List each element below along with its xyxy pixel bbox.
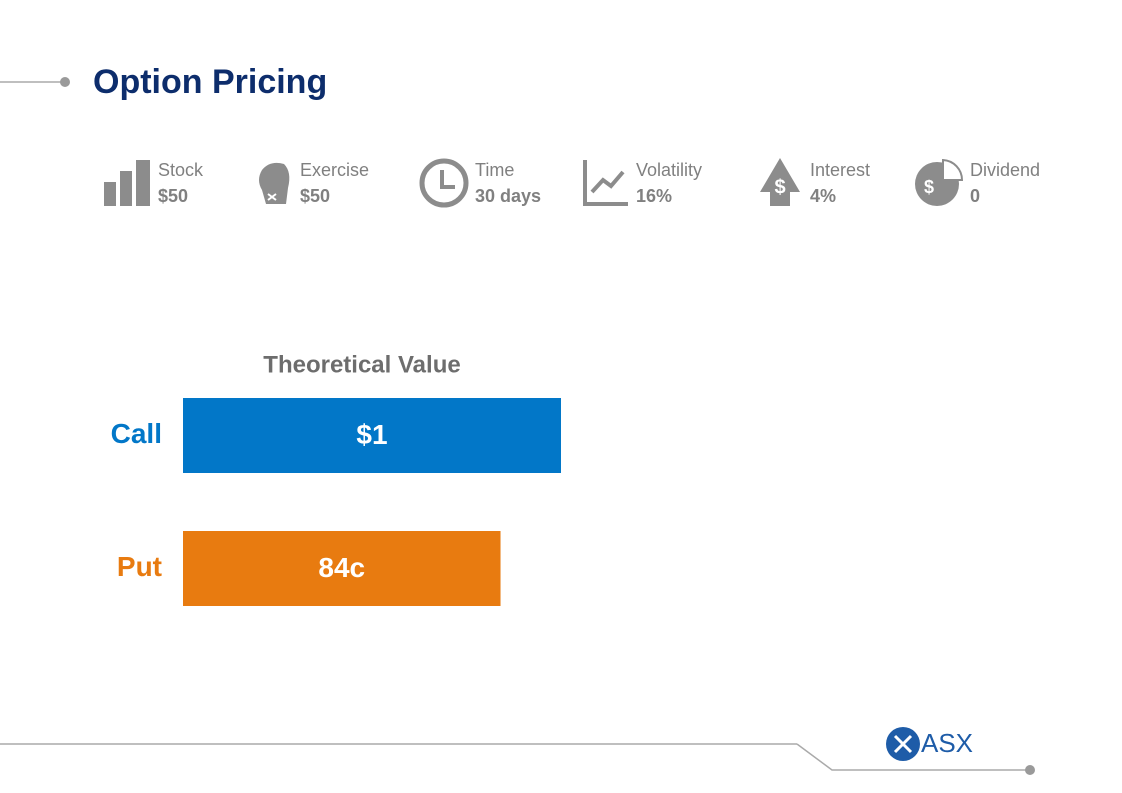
bar [183, 531, 501, 606]
logo-text: ASX [921, 728, 973, 758]
parameter-label: Volatility [636, 160, 702, 180]
parameter-label: Time [475, 160, 514, 180]
value-label: $1 [356, 419, 387, 450]
volatility-icon [583, 160, 628, 206]
svg-text:$: $ [774, 176, 785, 198]
bar [183, 398, 561, 473]
parameter-value: $50 [300, 186, 330, 206]
time-icon [419, 158, 469, 208]
parameter-value: 0 [970, 186, 980, 206]
slide-title: Option Pricing [93, 63, 327, 101]
chart-title: Theoretical Value [263, 351, 460, 378]
parameter-value: 30 days [475, 186, 541, 206]
exercise-icon [259, 162, 290, 204]
parameter-label: Exercise [300, 160, 369, 180]
logo-cross [893, 734, 913, 754]
parameter-label: Dividend [970, 160, 1040, 180]
parameter-label: Stock [158, 160, 204, 180]
footer-line [796, 743, 1030, 771]
parameter-value: 4% [810, 186, 836, 206]
parameter-value: $50 [158, 186, 188, 206]
stock-icon [104, 160, 150, 206]
parameter-label: Interest [810, 160, 870, 180]
interest-icon: $ [760, 158, 800, 206]
category-label: Put [117, 551, 162, 582]
header-dot [60, 77, 70, 87]
dividend-icon: $ [915, 158, 964, 206]
parameter-value: 16% [636, 186, 672, 206]
value-label: 84c [318, 552, 365, 583]
svg-text:$: $ [924, 177, 934, 197]
category-label: Call [111, 418, 162, 449]
footer-dot [1025, 765, 1035, 775]
